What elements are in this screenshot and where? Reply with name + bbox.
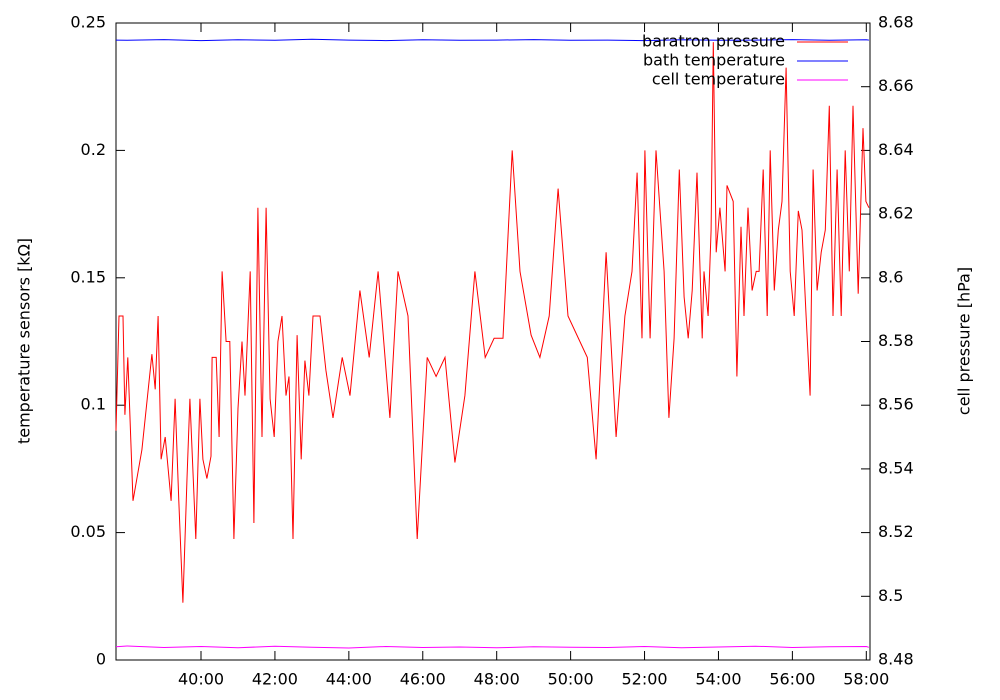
x-tick-label: 48:00 xyxy=(474,670,520,689)
x-tick-label: 56:00 xyxy=(769,670,815,689)
x-tick-label: 52:00 xyxy=(621,670,667,689)
y2-tick-label: 8.56 xyxy=(878,395,914,414)
y2-tick-label: 8.68 xyxy=(878,13,914,32)
y-tick-label: 0.1 xyxy=(81,395,106,414)
y-tick-label: 0.2 xyxy=(81,140,106,159)
x-tick-label: 40:00 xyxy=(178,670,224,689)
y2-tick-label: 8.64 xyxy=(878,140,914,159)
x-tick-label: 46:00 xyxy=(400,670,446,689)
y2-tick-label: 8.54 xyxy=(878,458,914,477)
data-line xyxy=(115,645,870,649)
y2-tick-label: 8.48 xyxy=(878,650,914,669)
y2-tick-label: 8.66 xyxy=(878,76,914,95)
x-tick-label: 50:00 xyxy=(548,670,594,689)
data-line xyxy=(115,38,869,42)
y2-tick-label: 8.5 xyxy=(878,586,903,605)
legend-label: cell temperature xyxy=(652,70,785,89)
y2-tick-label: 8.62 xyxy=(878,204,914,223)
x-tick-label: 54:00 xyxy=(695,670,741,689)
y-tick-label: 0.25 xyxy=(70,13,106,32)
y-tick-label: 0 xyxy=(96,650,106,669)
x-tick-label: 42:00 xyxy=(252,670,298,689)
y2-tick-label: 8.6 xyxy=(878,267,903,286)
x-tick-label: 44:00 xyxy=(326,670,372,689)
y-axis-label: temperature sensors [kΩ] xyxy=(15,238,34,444)
y-tick-label: 0.15 xyxy=(70,267,106,286)
x-tick-label: 58:00 xyxy=(843,670,889,689)
legend-label: baratron pressure xyxy=(642,32,785,51)
y-tick-label: 0.05 xyxy=(70,522,106,541)
y2-tick-label: 8.58 xyxy=(878,331,914,350)
data-line xyxy=(115,42,870,603)
y2-axis-label: cell pressure [hPa] xyxy=(955,267,974,415)
legend-label: bath temperature xyxy=(643,51,785,70)
y2-tick-label: 8.52 xyxy=(878,522,914,541)
